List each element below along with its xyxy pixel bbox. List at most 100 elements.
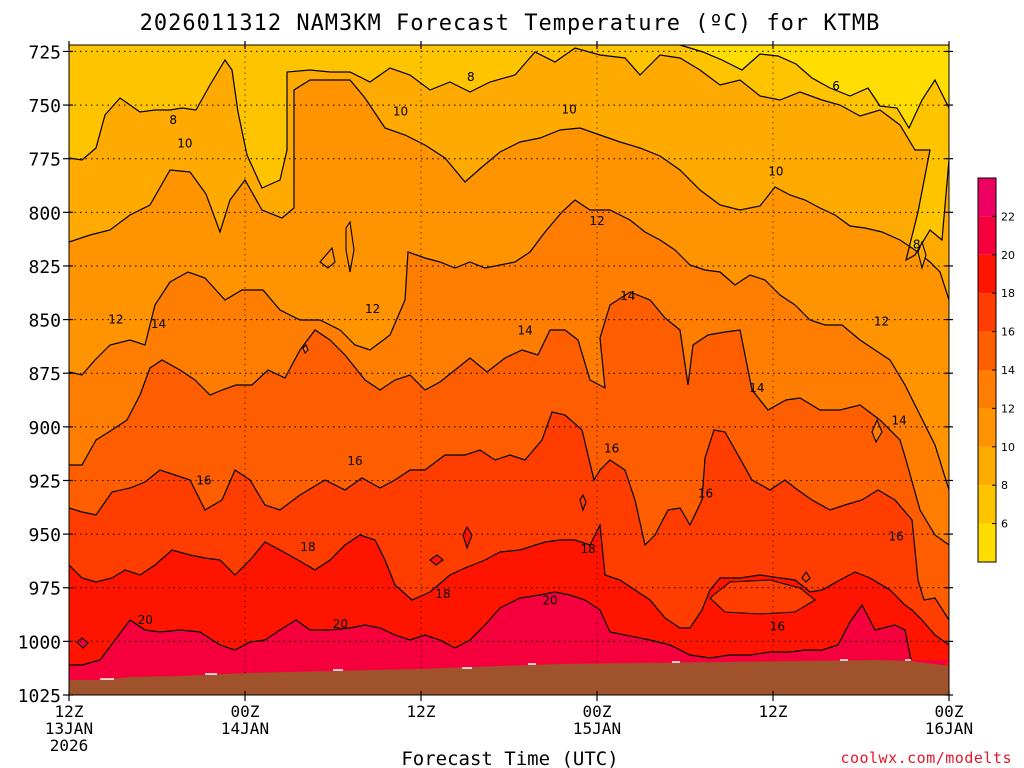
contour-label: 16: [196, 473, 211, 487]
chart-title: 2026011312 NAM3KM Forecast Temperature (…: [140, 11, 881, 36]
colorbar-label: 22: [1001, 210, 1015, 223]
isotherm-lines: [69, 45, 949, 666]
y-tick-label: 1025: [18, 686, 61, 707]
contour-label: 16: [770, 619, 785, 633]
plot-area: [69, 45, 949, 695]
contour-label: 8: [913, 238, 921, 252]
contour-label: 20: [333, 617, 348, 631]
y-tick-label: 800: [28, 203, 61, 224]
x-tick-label: 16JAN: [925, 719, 973, 738]
isotherm-18: [69, 522, 949, 646]
isotherm-14: [69, 291, 949, 546]
y-tick-label: 850: [28, 311, 61, 332]
contour-label: 20: [542, 594, 557, 608]
y-tick-label: 825: [28, 257, 61, 278]
colorbar-swatch: [978, 178, 996, 217]
y-tick-label: 725: [28, 42, 61, 63]
ground-surface: [69, 660, 949, 695]
y-tick-label: 1000: [18, 632, 61, 653]
isotherm-island: [871, 418, 883, 444]
colorbar-swatch: [978, 331, 996, 370]
y-axis: 7257507758008258508759009259509751000102…: [18, 42, 953, 707]
contour-label: 12: [589, 214, 604, 228]
contour-label: 14: [749, 381, 764, 395]
credit-text: coolwx.com/modelts: [840, 749, 1012, 767]
colorbar-swatch: [978, 293, 996, 332]
isotherm-16: [69, 411, 949, 621]
temperature-bands: [69, 45, 949, 695]
isotherm-island: [801, 571, 811, 583]
y-tick-label: 775: [28, 150, 61, 171]
colorbar-label: 10: [1001, 441, 1015, 454]
contour-label: 6: [832, 79, 840, 93]
colorbar-swatch: [978, 216, 996, 255]
contour-label: 10: [393, 105, 408, 119]
isotherm-10: [69, 79, 949, 301]
plot-frame: [68, 44, 950, 696]
colorbar-swatch: [978, 523, 996, 562]
isotherm-12: [69, 199, 949, 491]
contour-label: 16: [889, 529, 904, 543]
isotherm-island: [319, 246, 336, 269]
x-tick-label: 00Z: [231, 702, 260, 721]
isotherm-island: [462, 525, 473, 550]
y-tick-label: 950: [28, 525, 61, 546]
contour-label: 12: [365, 302, 380, 316]
contour-label: 16: [698, 486, 713, 500]
x-tick-label: 15JAN: [573, 719, 621, 738]
contour-label: 12: [108, 313, 123, 327]
contour-label: 8: [169, 113, 177, 127]
contour-label: 10: [561, 102, 576, 116]
y-tick-label: 925: [28, 471, 61, 492]
isotherm-island: [345, 220, 355, 273]
contour-label: 14: [151, 317, 166, 331]
contour-label: 18: [435, 587, 450, 601]
isotherm-20: [69, 591, 912, 666]
isotherm-island: [579, 493, 587, 512]
colorbar-label: 6: [1001, 518, 1008, 531]
x-tick-label: 13JAN: [45, 719, 93, 738]
colorbar-swatch: [978, 370, 996, 409]
colorbar-label: 8: [1001, 479, 1008, 492]
isotherm-6: [679, 45, 949, 130]
x-tick-label: 00Z: [583, 702, 612, 721]
colorbar-swatch: [978, 408, 996, 447]
isotherm-island: [302, 344, 309, 354]
y-tick-label: 900: [28, 418, 61, 439]
x-tick-label: 12Z: [55, 702, 84, 721]
contour-label: 8: [467, 70, 475, 84]
contour-label: 20: [138, 613, 153, 627]
isotherm-island: [709, 579, 816, 615]
isotherm-island: [917, 240, 927, 271]
isotherm-8: [69, 47, 949, 262]
colorbar-label: 14: [1001, 364, 1015, 377]
colorbar-swatch: [978, 485, 996, 524]
colorbar-label: 16: [1001, 326, 1015, 339]
colorbar-label: 20: [1001, 249, 1015, 262]
isotherm-islands: [76, 220, 927, 649]
y-tick-label: 975: [28, 579, 61, 600]
x-tick-label: 2026: [50, 736, 89, 755]
y-tick-label: 875: [28, 364, 61, 385]
colorbar: 6 8 10 12 14 16 18 20 22: [977, 177, 1015, 563]
contour-label: 16: [347, 454, 362, 468]
x-axis-label: Forecast Time (UTC): [401, 748, 618, 768]
contour-label: 14: [891, 413, 906, 427]
contour-label: 18: [300, 540, 315, 554]
isotherm-island: [76, 637, 89, 649]
colorbar-label: 12: [1001, 402, 1015, 415]
grid-lines: [69, 45, 949, 695]
contour-label: 14: [620, 289, 635, 303]
isotherm-island: [429, 554, 444, 566]
contour-label: 10: [177, 137, 192, 151]
colorbar-label: 18: [1001, 287, 1015, 300]
x-tick-label: 12Z: [759, 702, 788, 721]
contour-label: 14: [517, 323, 532, 337]
contour-label: 12: [874, 315, 889, 329]
x-tick-label: 14JAN: [221, 719, 269, 738]
contour-label: 10: [768, 165, 783, 179]
colorbar-swatch: [978, 446, 996, 486]
